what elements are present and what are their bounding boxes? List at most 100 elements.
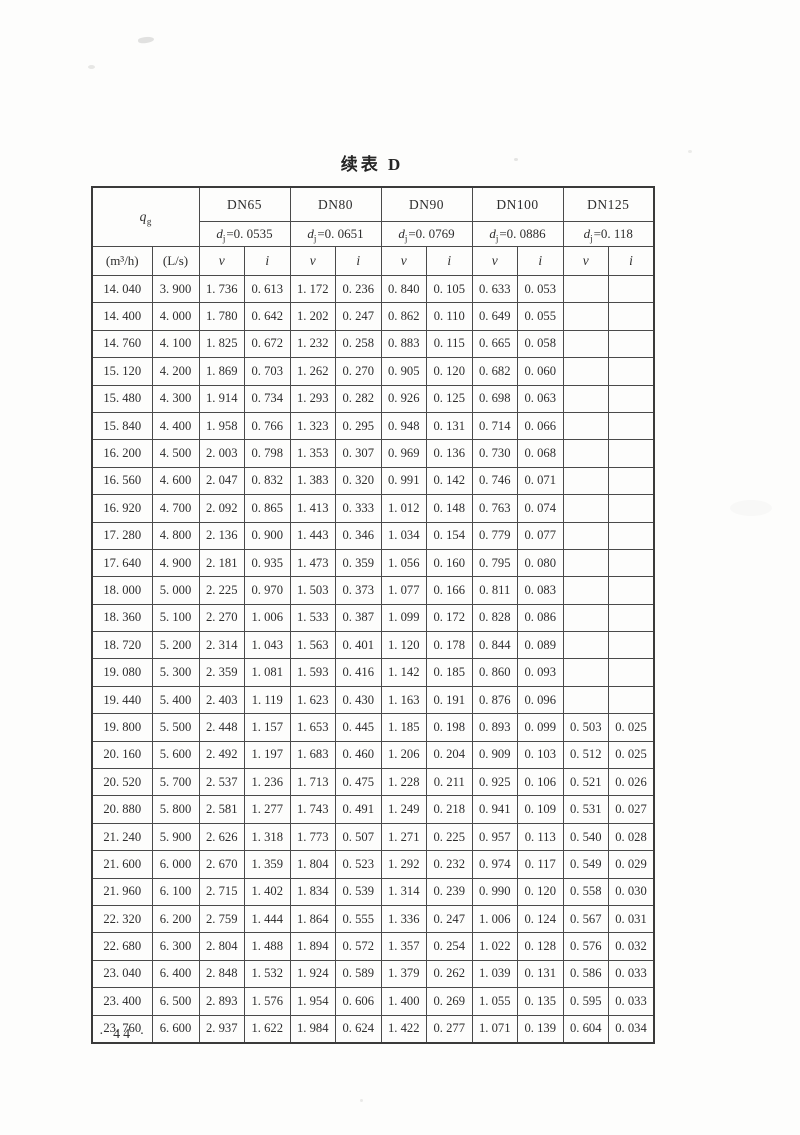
dj-subscript: j [313, 233, 317, 244]
table-cell: 1. 400 [380, 987, 427, 1016]
table-cell: 0. 030 [608, 877, 655, 906]
table-cell [562, 521, 609, 550]
table-cell [608, 576, 655, 605]
table-cell: 19. 080 [91, 658, 153, 687]
table-cell [608, 548, 655, 578]
table-cell: 0. 125 [426, 384, 473, 413]
table-row: 20. 880 5. 800 2. 581 1. 277 1. 743 0. 491 1. … [91, 795, 655, 824]
table-cell: 1. 924 [289, 959, 336, 989]
table-cell: 2. 448 [198, 713, 245, 742]
table-cell: 1. 413 [289, 494, 336, 523]
table-cell: 17. 640 [91, 548, 153, 578]
table-cell: 0. 026 [608, 768, 655, 797]
table-cell [608, 357, 655, 386]
table-cell: 0. 624 [335, 1014, 382, 1044]
table-cell: 0. 074 [517, 494, 564, 523]
table-cell: 2. 581 [198, 795, 245, 824]
v-label: v [400, 253, 407, 268]
table-cell: 0. 746 [471, 466, 518, 496]
table-cell: 0. 086 [517, 603, 564, 633]
table-cell: 1. 039 [471, 959, 518, 989]
table-cell: 0. 512 [562, 740, 609, 770]
table-row: 21. 240 5. 900 2. 626 1. 318 1. 773 0. 507 1. … [91, 822, 655, 852]
dj-subscript: j [404, 233, 408, 244]
table-cell: 0. 105 [426, 274, 473, 304]
table-cell: 1. 379 [380, 959, 427, 989]
table-cell: 0. 491 [335, 795, 382, 824]
table-cell [562, 384, 609, 413]
v-label: v [309, 253, 316, 268]
table-cell: 23. 040 [91, 959, 153, 989]
table-cell: 1. 006 [244, 603, 291, 633]
table-cell [608, 658, 655, 687]
table-row: 17. 640 4. 900 2. 181 0. 935 1. 473 0. 359 1. … [91, 548, 655, 578]
table-row: 23. 760 6. 600 2. 937 1. 622 1. 984 0. 624 1. … [91, 1014, 655, 1044]
table-row: 18. 360 5. 100 2. 270 1. 006 1. 533 0. 387 1. … [91, 603, 655, 633]
table-cell [608, 274, 655, 304]
table-cell: 1. 914 [198, 384, 245, 413]
table-cell: 14. 760 [91, 329, 153, 359]
table-cell: 1. 357 [380, 932, 427, 961]
table-cell: 0. 387 [335, 603, 382, 633]
dj-subscript: j [222, 233, 226, 244]
table-cell: 19. 440 [91, 685, 153, 715]
table-cell: 16. 560 [91, 466, 153, 496]
table-cell: 0. 665 [471, 329, 518, 359]
scan-speck [514, 158, 518, 161]
table-cell: 1. 277 [244, 795, 291, 824]
table-cell: 0. 969 [380, 439, 427, 468]
table-cell: 0. 811 [471, 576, 518, 605]
table-cell: 1. 593 [289, 658, 336, 687]
table-cell: 5. 100 [151, 603, 200, 633]
table-cell: 0. 128 [517, 932, 564, 961]
table-cell: 2. 359 [198, 658, 245, 687]
table-cell: 0. 840 [380, 274, 427, 304]
table-cell: 0. 109 [517, 795, 564, 824]
table-cell: 15. 120 [91, 357, 153, 386]
table-cell: 2. 759 [198, 904, 245, 934]
table-cell: 0. 589 [335, 959, 382, 989]
table-cell: 0. 239 [426, 877, 473, 906]
scan-speck [688, 150, 692, 153]
dj-symbol: d [583, 226, 591, 241]
table-cell: 0. 416 [335, 658, 382, 687]
table-cell: 0. 779 [471, 521, 518, 550]
hydraulic-data-table: qg DN65 DN80 DN90 DN100 DN125 dj=0. 0535… [91, 186, 655, 1044]
table-cell: 1. 984 [289, 1014, 336, 1044]
table-cell: 0. 935 [244, 548, 291, 578]
table-cell: 1. 622 [244, 1014, 291, 1044]
table-cell: 2. 225 [198, 576, 245, 605]
table-cell: 0. 120 [426, 357, 473, 386]
table-cell: 2. 804 [198, 932, 245, 961]
table-cell: 2. 715 [198, 877, 245, 906]
table-cell: 23. 400 [91, 987, 153, 1016]
table-cell: 21. 240 [91, 822, 153, 852]
table-cell: 4. 200 [151, 357, 200, 386]
table-cell: 0. 055 [517, 302, 564, 331]
table-cell: 1. 533 [289, 603, 336, 633]
table-cell: 15. 840 [91, 411, 153, 441]
table-body: 14. 040 3. 900 1. 736 0. 613 1. 172 0. 236 0. … [91, 274, 655, 1044]
table-cell [608, 439, 655, 468]
table-cell: 0. 586 [562, 959, 609, 989]
dn90-header: DN90 [380, 186, 473, 222]
table-cell [562, 494, 609, 523]
table-cell: 0. 236 [335, 274, 382, 304]
table-cell: 0. 539 [335, 877, 382, 906]
table-cell: 1. 120 [380, 631, 427, 660]
table-cell: 0. 567 [562, 904, 609, 934]
table-cell: 0. 359 [335, 548, 382, 578]
table-cell: 2. 314 [198, 631, 245, 660]
table-cell: 0. 172 [426, 603, 473, 633]
table-cell: 1. 402 [244, 877, 291, 906]
table-cell: 0. 270 [335, 357, 382, 386]
table-cell: 22. 680 [91, 932, 153, 961]
table-cell: 21. 960 [91, 877, 153, 906]
table-cell: 0. 247 [335, 302, 382, 331]
table-cell: 0. 115 [426, 329, 473, 359]
table-cell: 4. 500 [151, 439, 200, 468]
table-cell: 1. 563 [289, 631, 336, 660]
table-cell: 0. 063 [517, 384, 564, 413]
table-cell: 0. 531 [562, 795, 609, 824]
